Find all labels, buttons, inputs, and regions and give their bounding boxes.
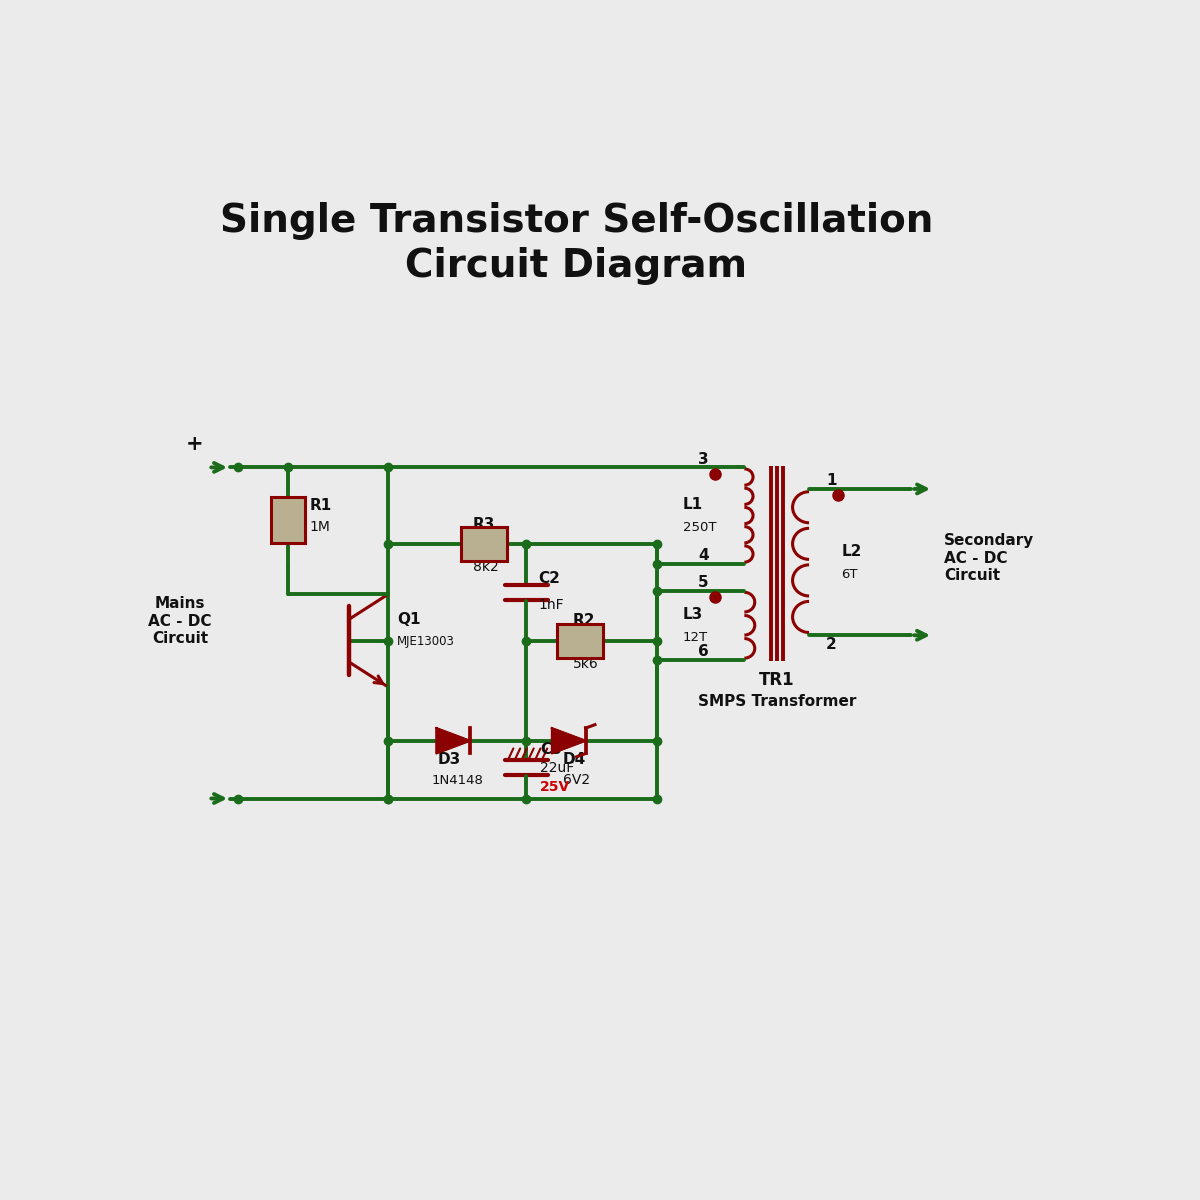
Text: Mains
AC - DC
Circuit: Mains AC - DC Circuit	[149, 596, 211, 647]
Text: 5: 5	[698, 575, 709, 589]
Polygon shape	[437, 728, 470, 754]
Text: 6V2: 6V2	[563, 773, 589, 787]
Text: Q1: Q1	[397, 612, 420, 626]
Text: 6T: 6T	[841, 568, 858, 581]
Text: 4: 4	[698, 547, 709, 563]
Bar	[271, 497, 305, 542]
Text: 25V: 25V	[540, 780, 570, 794]
Text: C2: C2	[538, 571, 560, 587]
Text: 12T: 12T	[683, 631, 708, 643]
Text: 5k6: 5k6	[572, 656, 599, 671]
Text: 8k2: 8k2	[473, 560, 498, 575]
Text: SMPS Transformer: SMPS Transformer	[697, 694, 856, 709]
Text: 22uF: 22uF	[540, 761, 575, 775]
Bar	[461, 528, 508, 562]
Text: MJE13003: MJE13003	[397, 635, 455, 648]
Text: R2: R2	[572, 613, 595, 629]
Text: Single Transistor Self-Oscillation
Circuit Diagram: Single Transistor Self-Oscillation Circu…	[220, 202, 934, 286]
Text: D4: D4	[563, 752, 586, 767]
Text: +: +	[186, 433, 203, 454]
Text: 1N4148: 1N4148	[432, 774, 484, 787]
Text: L3: L3	[683, 607, 703, 622]
Text: 250T: 250T	[683, 521, 716, 534]
Text: 2: 2	[826, 637, 836, 652]
Text: D3: D3	[438, 752, 461, 767]
Text: 3: 3	[698, 451, 709, 467]
Text: Secondary
AC - DC
Circuit: Secondary AC - DC Circuit	[943, 533, 1034, 583]
Text: R1: R1	[310, 498, 331, 512]
Text: C3: C3	[540, 742, 562, 757]
Text: R3: R3	[473, 517, 494, 532]
Text: L2: L2	[841, 544, 862, 559]
Bar	[557, 624, 604, 658]
Text: 1nF: 1nF	[538, 599, 564, 612]
Text: 6: 6	[698, 644, 709, 659]
Text: 1M: 1M	[310, 520, 330, 534]
Text: L1: L1	[683, 497, 703, 512]
Polygon shape	[552, 728, 586, 754]
Text: 1: 1	[826, 473, 836, 488]
Text: TR1: TR1	[758, 671, 794, 689]
